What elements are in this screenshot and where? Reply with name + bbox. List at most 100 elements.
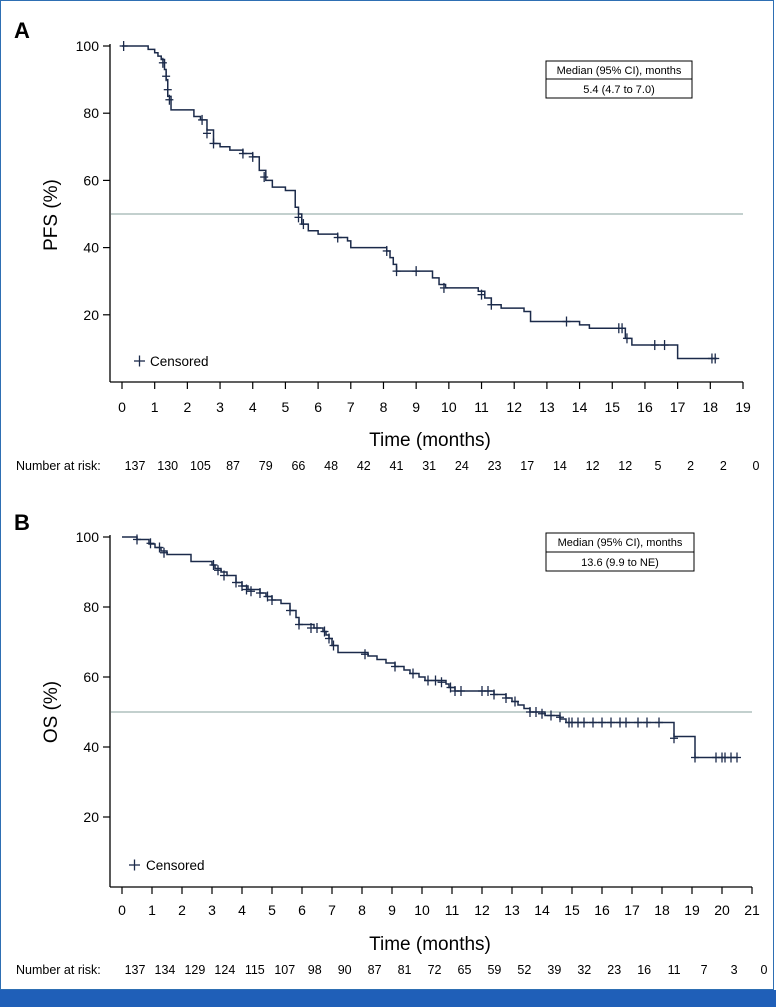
censor-mark-b — [220, 570, 228, 581]
panel-b: B OS (%) Time (months) Number at risk: 1… — [14, 510, 768, 977]
x-axis-title-b: Time (months) — [369, 934, 491, 955]
censor-mark-b — [457, 686, 465, 696]
risk-value-b: 115 — [245, 963, 265, 977]
x-tick-label-b: 7 — [328, 902, 336, 918]
panel-letter-a: A — [14, 18, 30, 43]
x-tick-label-a: 11 — [474, 399, 489, 415]
censor-mark-b — [446, 682, 455, 693]
x-tick-label-b: 11 — [445, 902, 460, 918]
censor-mark-b — [556, 712, 564, 723]
censor-mark-b — [329, 640, 338, 651]
x-tick-label-b: 3 — [208, 902, 216, 918]
risk-value-b: 87 — [368, 963, 382, 977]
censor-mark-a — [382, 245, 391, 256]
x-tick-label-a: 9 — [412, 399, 420, 415]
censor-mark-b — [320, 626, 329, 637]
x-tick-label-a: 8 — [380, 399, 388, 415]
censor-mark-a — [487, 299, 496, 310]
censor-mark-a — [439, 282, 448, 293]
censor-mark-b — [532, 707, 540, 717]
censor-mark-b — [437, 677, 446, 688]
x-tick-label-b: 2 — [178, 902, 186, 918]
censor-mark-b — [268, 595, 276, 605]
risk-value-a: 17 — [520, 459, 534, 473]
censor-mark-b — [247, 586, 255, 597]
censor-mark-b — [643, 717, 651, 728]
risk-value-a: 5 — [654, 459, 661, 473]
x-tick-label-b: 20 — [714, 902, 730, 918]
risk-value-a: 23 — [488, 459, 502, 473]
censor-mark-a — [333, 232, 342, 243]
x-tick-label-b: 6 — [298, 902, 306, 918]
censor-mark-a — [209, 138, 218, 149]
censor-mark-b — [424, 675, 432, 686]
censor-mark-a — [711, 353, 720, 364]
censor-mark-b — [214, 565, 222, 576]
risk-value-b: 16 — [637, 963, 651, 977]
risk-value-a: 48 — [324, 459, 338, 473]
censor-mark-b — [733, 752, 741, 763]
x-tick-label-a: 16 — [637, 399, 653, 415]
y-tick-label-b: 100 — [76, 529, 100, 545]
censor-mark-b — [580, 717, 588, 728]
y-tick-label-b: 80 — [83, 599, 99, 615]
censor-mark-a — [238, 148, 247, 159]
censor-mark-a — [158, 57, 167, 68]
risk-value-b: 23 — [607, 963, 621, 977]
km-curve-a — [122, 45, 717, 360]
censor-mark-b — [256, 588, 264, 598]
risk-value-b: 98 — [308, 963, 322, 977]
y-tick-label-a: 20 — [83, 307, 99, 323]
censor-mark-b — [691, 752, 699, 763]
y-tick-label-b: 20 — [83, 809, 99, 825]
risk-value-b: 0 — [761, 963, 768, 977]
censor-mark-a — [162, 71, 171, 82]
x-tick-label-b: 9 — [388, 902, 396, 918]
risk-value-a: 14 — [553, 459, 567, 473]
censor-mark-b — [263, 591, 272, 602]
x-tick-label-b: 5 — [268, 902, 276, 918]
censor-mark-b — [325, 633, 333, 644]
censor-mark-b — [589, 717, 597, 728]
censor-mark-b — [238, 581, 246, 591]
median-box-b: Median (95% CI), months 13.6 (9.9 to NE) — [545, 532, 695, 572]
censor-mark-a — [660, 340, 669, 351]
censor-mark-a — [165, 94, 174, 105]
censor-mark-b — [511, 696, 519, 707]
x-tick-label-b: 18 — [654, 902, 670, 918]
median-box-value-a: 5.4 (4.7 to 7.0) — [583, 84, 655, 96]
censor-mark-a — [392, 266, 401, 277]
median-box-value-cell-b — [545, 551, 695, 572]
risk-value-b: 32 — [577, 963, 591, 977]
x-tick-label-b: 21 — [744, 902, 760, 918]
risk-value-a: 0 — [753, 459, 760, 473]
censor-mark-a — [412, 266, 421, 277]
risk-value-a: 2 — [720, 459, 727, 473]
legend-label-b: Censored — [146, 858, 205, 873]
censor-mark-b — [634, 717, 642, 728]
censor-mark-b — [160, 547, 168, 558]
censor-mark-b — [622, 717, 630, 728]
risk-value-a: 79 — [259, 459, 273, 473]
median-box-a: Median (95% CI), months 5.4 (4.7 to 7.0) — [545, 60, 693, 99]
x-tick-label-a: 17 — [670, 399, 686, 415]
risk-row-b: 137 134 129 124 115 107 98 90 87 81 72 65 59 52 39 32 23… — [125, 963, 768, 977]
x-tick-label-b: 4 — [238, 902, 246, 918]
x-tick-label-a: 13 — [539, 399, 555, 415]
x-tick-label-a: 4 — [249, 399, 257, 415]
x-tick-label-a: 2 — [183, 399, 191, 415]
risk-value-a: 12 — [586, 459, 600, 473]
x-axis-title-a: Time (months) — [369, 430, 491, 451]
x-tick-label-b: 17 — [624, 902, 640, 918]
x-tick-label-b: 15 — [564, 902, 580, 918]
risk-value-a: 66 — [291, 459, 305, 473]
median-box-header-b: Median (95% CI), months — [558, 537, 683, 549]
risk-value-a: 137 — [125, 459, 146, 473]
bottom-brand-bar — [0, 990, 776, 1007]
censor-mark-b — [155, 542, 164, 553]
censor-mark-a — [618, 323, 627, 334]
censor-mark-b — [670, 733, 678, 744]
panel-a: A PFS (%) Time (months) Number at risk: … — [14, 18, 760, 473]
median-box-value-b: 13.6 (9.9 to NE) — [581, 557, 659, 569]
